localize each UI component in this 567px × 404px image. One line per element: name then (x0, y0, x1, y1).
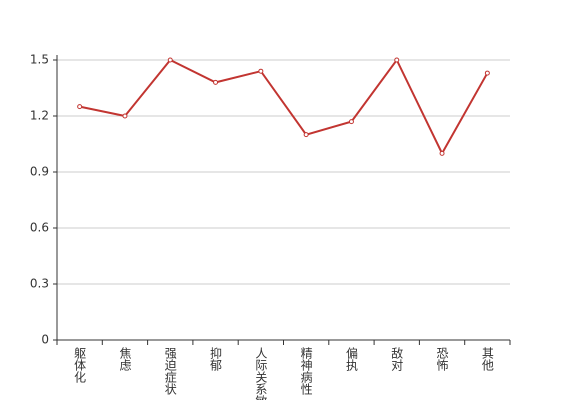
y-tick-label: 0.6 (30, 221, 49, 235)
point (439, 150, 445, 156)
x-tick-label: 恐怖 (435, 347, 449, 371)
point (348, 119, 354, 125)
x-tick-label: 躯体化 (73, 346, 87, 384)
x-tick-label: 焦虑 (118, 347, 132, 371)
point (394, 57, 400, 63)
x-tick-label: 其他 (480, 347, 494, 371)
x-tick-label: 精神病性 (299, 347, 313, 396)
point (484, 70, 490, 76)
point (167, 57, 173, 63)
series-line (79, 58, 489, 156)
y-tick-label: 1.2 (30, 109, 49, 123)
point (77, 104, 83, 110)
x-tick-label: 抑郁 (209, 346, 223, 372)
y-tick-label: 0.9 (30, 165, 49, 179)
point (303, 132, 309, 138)
point (258, 68, 264, 74)
y-tick-label: 1.5 (30, 53, 49, 67)
x-tick-label: 偏执 (344, 346, 358, 372)
y-tick-label: 0.3 (30, 277, 49, 291)
x-tick-label: 人际关系敏感 (254, 347, 268, 400)
x-tick-label: 强迫症状 (163, 347, 177, 395)
y-tick-label: 0 (41, 333, 49, 347)
point (122, 113, 128, 119)
point (213, 79, 219, 85)
x-tick-label: 敌对 (390, 346, 404, 371)
